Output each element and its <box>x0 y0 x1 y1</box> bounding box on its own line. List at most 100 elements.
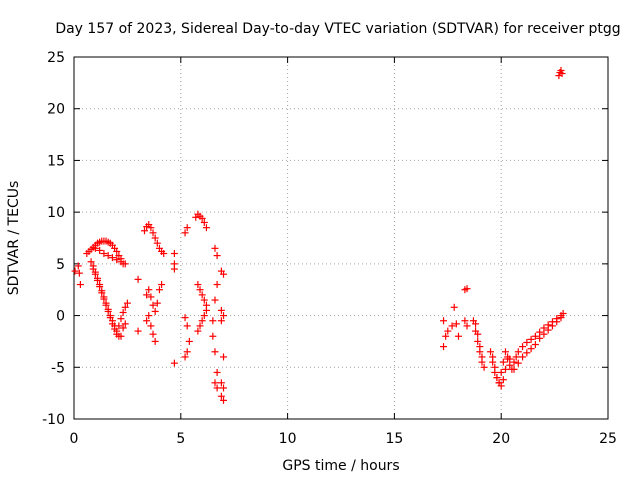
data-point <box>113 330 121 338</box>
data-point <box>501 365 509 373</box>
y-tick-label: 10 <box>47 205 65 221</box>
data-point <box>76 281 84 289</box>
data-point <box>444 327 452 335</box>
data-point <box>217 317 225 325</box>
x-tick-label: 10 <box>279 431 297 447</box>
data-point <box>557 314 565 322</box>
axis-ticks: 0 5 10 15 20 25 -10 -5 0 5 10 15 20 25 <box>42 50 617 447</box>
data-point <box>558 70 566 78</box>
data-point <box>540 324 548 332</box>
grid-lines <box>74 57 608 419</box>
data-point <box>134 275 142 283</box>
data-point <box>493 374 501 382</box>
data-point <box>147 224 155 232</box>
data-point <box>506 361 514 369</box>
data-point <box>170 250 178 258</box>
data-point <box>143 291 151 299</box>
data-point <box>123 299 131 307</box>
data-point <box>200 312 208 320</box>
data-point <box>217 306 225 314</box>
data-point <box>151 337 159 345</box>
data-point <box>198 291 206 299</box>
data-point <box>89 265 97 273</box>
data-point <box>544 326 552 334</box>
data-point <box>71 267 79 275</box>
y-tick-label: 5 <box>56 257 65 273</box>
data-point <box>476 343 484 351</box>
data-point <box>213 384 221 392</box>
data-point <box>104 307 112 315</box>
data-point <box>523 338 531 346</box>
data-point <box>220 312 228 320</box>
data-point <box>220 396 228 404</box>
data-point <box>155 286 163 294</box>
data-point <box>217 379 225 387</box>
data-point <box>158 281 166 289</box>
data-point <box>74 262 82 270</box>
data-point <box>531 332 539 340</box>
x-tick-label: 25 <box>599 431 617 447</box>
data-point <box>200 218 208 226</box>
data-point <box>117 258 125 266</box>
data-point <box>121 260 129 268</box>
data-point <box>504 355 512 363</box>
data-point <box>181 314 189 322</box>
data-point <box>115 322 123 330</box>
data-point <box>134 327 142 335</box>
data-point <box>211 296 219 304</box>
data-point <box>147 322 155 330</box>
data-point <box>140 227 148 235</box>
data-point <box>217 392 225 400</box>
data-point <box>170 265 178 273</box>
data-point <box>100 250 108 258</box>
data-point <box>461 317 469 325</box>
data-point <box>96 283 104 291</box>
data-point <box>185 337 193 345</box>
data-point <box>527 345 535 353</box>
data-point <box>497 382 505 390</box>
data-point <box>149 301 157 309</box>
data-point <box>183 322 191 330</box>
data-point <box>87 258 95 266</box>
data-point <box>151 234 159 242</box>
data-point <box>514 348 522 356</box>
plot-frame <box>73 56 609 420</box>
data-point <box>480 363 488 371</box>
data-point <box>527 335 535 343</box>
data-point <box>213 252 221 260</box>
data-point <box>121 303 129 311</box>
y-axis-label: SDTVAR / TECUs <box>6 181 22 296</box>
data-point <box>519 343 527 351</box>
data-points <box>71 66 567 404</box>
data-point <box>220 384 228 392</box>
data-point <box>198 214 206 222</box>
chart-title: Day 157 of 2023, Sidereal Day-to-day VTE… <box>55 21 620 37</box>
data-point <box>559 310 567 318</box>
data-point <box>474 330 482 338</box>
data-point <box>523 349 531 357</box>
data-point <box>510 365 518 373</box>
data-point <box>472 320 480 328</box>
y-tick-label: 0 <box>56 309 65 325</box>
data-point <box>170 359 178 367</box>
data-point <box>531 341 539 349</box>
data-point <box>160 250 168 258</box>
data-point <box>121 320 129 328</box>
data-point <box>440 343 448 351</box>
data-point <box>149 330 157 338</box>
data-point <box>202 306 210 314</box>
data-point <box>200 296 208 304</box>
data-point <box>108 254 116 262</box>
data-point <box>497 368 505 376</box>
data-point <box>147 293 155 301</box>
y-tick-label: -5 <box>51 360 65 376</box>
data-point <box>153 299 161 307</box>
y-tick-label: 20 <box>47 102 65 118</box>
data-point <box>108 320 116 328</box>
data-point <box>501 348 509 356</box>
data-point <box>102 301 110 309</box>
data-point <box>183 224 191 232</box>
data-point <box>220 270 228 278</box>
data-point <box>440 317 448 325</box>
